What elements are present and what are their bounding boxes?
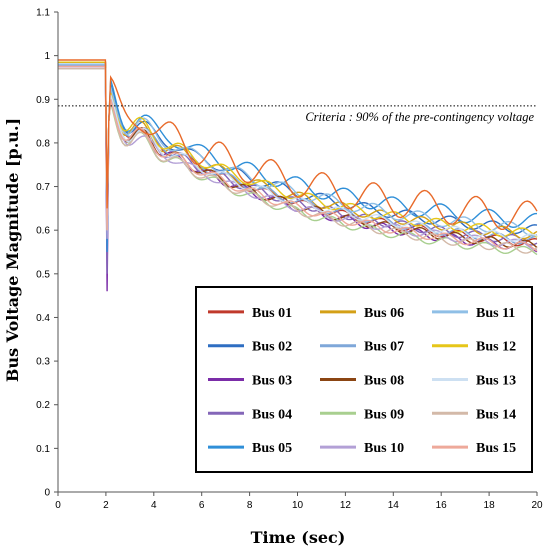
series-line-12 xyxy=(58,61,538,238)
legend-label: Bus 12 xyxy=(476,340,516,355)
y-tick-label: 0.9 xyxy=(36,95,50,106)
legend-label: Bus 03 xyxy=(252,374,292,389)
series-line-14 xyxy=(58,68,538,254)
x-tick-label: 4 xyxy=(151,500,157,511)
legend-label: Bus 09 xyxy=(364,407,404,422)
series-line-5 xyxy=(58,63,538,253)
legend-label: Bus 15 xyxy=(476,441,516,456)
x-tick-label: 6 xyxy=(199,500,205,511)
series-line-3 xyxy=(58,65,538,292)
y-tick-label: 0 xyxy=(44,488,50,499)
y-tick-label: 0.6 xyxy=(36,226,50,237)
y-tick-label: 1.1 xyxy=(36,8,50,19)
y-tick-label: 0.4 xyxy=(36,313,50,324)
x-tick-label: 0 xyxy=(55,500,61,511)
series-line-9 xyxy=(58,68,538,256)
y-tick-label: 0.5 xyxy=(36,269,50,280)
x-axis-title: Time (sec) xyxy=(251,528,346,547)
legend: Bus 01 Bus 02 Bus 03 Bus 04 Bus 05 Bus 06 Bus … xyxy=(195,286,533,473)
x-tick-label: 2 xyxy=(103,500,109,511)
series-line-1 xyxy=(58,61,538,247)
x-tick-label: 18 xyxy=(484,500,496,511)
series-line-13 xyxy=(58,68,538,242)
axes: 0 2 4 6 8 10 12 14 16 18 20 0 0.1 0.2 0.3 0.4 0.5 0.6 0.7 0… xyxy=(36,8,543,512)
legend-label: Bus 07 xyxy=(364,340,404,355)
legend-label: Bus 14 xyxy=(476,407,516,422)
criteria-annotation: Criteria : 90% of the pre-contingency vo… xyxy=(305,110,534,124)
series-line-6 xyxy=(58,61,538,240)
x-tick-label: 20 xyxy=(531,500,543,511)
series-line-11 xyxy=(58,63,538,237)
x-tick-label: 12 xyxy=(340,500,352,511)
legend-label: Bus 04 xyxy=(252,407,292,422)
x-tick-label: 14 xyxy=(388,500,400,511)
y-tick-label: 0.1 xyxy=(36,444,50,455)
legend-box xyxy=(195,286,533,473)
legend-label: Bus 01 xyxy=(252,306,292,321)
legend-label: Bus 13 xyxy=(476,374,516,389)
y-tick-label: 1 xyxy=(44,51,50,62)
legend-label: Bus 02 xyxy=(252,340,292,355)
y-tick-label: 0.3 xyxy=(36,357,50,368)
x-tick-label: 8 xyxy=(247,500,253,511)
x-tick-label: 10 xyxy=(292,500,304,511)
x-tick-label: 16 xyxy=(436,500,448,511)
legend-label: Bus 08 xyxy=(364,374,404,389)
legend-label: Bus 06 xyxy=(364,306,404,321)
series-line-15 xyxy=(58,65,538,252)
legend-label: Bus 10 xyxy=(364,441,404,456)
plot-area xyxy=(58,59,538,292)
legend-label: Bus 11 xyxy=(476,306,515,321)
y-axis-title: Bus Voltage Magnitude [p.u.] xyxy=(3,118,22,382)
y-tick-label: 0.2 xyxy=(36,400,50,411)
y-tick-label: 0.7 xyxy=(36,182,50,193)
series-line-extra-1 xyxy=(58,59,538,230)
series-line-10 xyxy=(58,68,538,251)
legend-label: Bus 05 xyxy=(252,441,292,456)
y-tick-label: 0.8 xyxy=(36,138,50,149)
series-line-8 xyxy=(58,61,538,249)
